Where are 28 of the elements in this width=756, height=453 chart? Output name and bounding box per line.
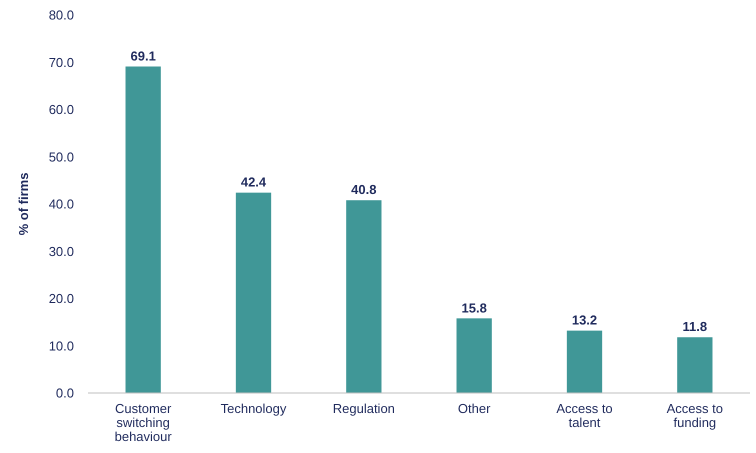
- bar: [236, 192, 272, 393]
- y-tick-label: 80.0: [48, 8, 74, 23]
- data-label: 15.8: [462, 300, 487, 316]
- x-tick-label: Access to funding: [666, 401, 724, 430]
- data-label: 42.4: [240, 174, 267, 190]
- bar: [677, 337, 712, 393]
- bar: [346, 200, 382, 393]
- y-tick-label: 50.0: [48, 149, 74, 164]
- y-tick-label: 60.0: [48, 102, 74, 118]
- data-label: 13.2: [572, 312, 598, 328]
- x-tick-label: Technology: [220, 401, 287, 416]
- x-tick-label: Access to talent: [556, 401, 613, 430]
- x-tick-label: Regulation: [332, 401, 395, 416]
- y-tick-label: 10.0: [48, 338, 74, 354]
- bar: [566, 330, 602, 393]
- bar: [456, 318, 492, 393]
- data-label: 40.8: [351, 182, 376, 198]
- y-tick-label: 20.0: [48, 291, 74, 306]
- data-label: 69.1: [130, 48, 156, 64]
- y-tick-label: 40.0: [48, 196, 74, 212]
- data-label: 11.8: [682, 319, 708, 334]
- x-tick-label: Other: [458, 401, 492, 416]
- y-tick-label: 0.0: [56, 386, 74, 401]
- y-tick-label: 70.0: [48, 54, 74, 70]
- x-tick-label: Customer switching behaviour: [114, 401, 172, 444]
- y-tick-label: 30.0: [48, 244, 74, 259]
- bar: [126, 66, 161, 393]
- y-axis-title: % of firms: [16, 172, 31, 236]
